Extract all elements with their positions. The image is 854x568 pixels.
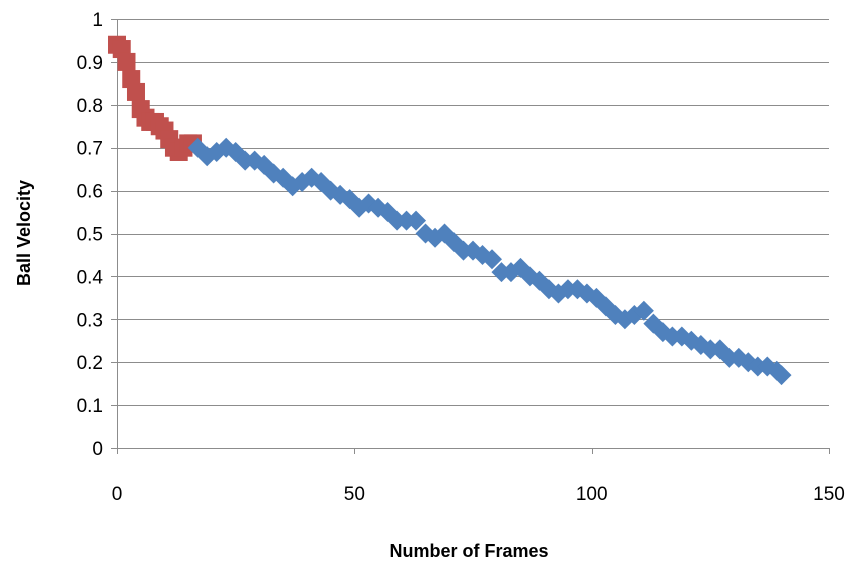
data-point xyxy=(126,82,145,101)
data-series xyxy=(108,35,792,386)
y-tick-label: 0.8 xyxy=(77,96,103,117)
y-tick-label: 1 xyxy=(92,10,103,31)
series-1 xyxy=(108,35,202,161)
x-tick-label: 50 xyxy=(344,484,365,505)
y-tick-label: 0.1 xyxy=(77,396,103,417)
y-tick-label: 0.6 xyxy=(77,182,103,203)
y-tick-label: 0.9 xyxy=(77,53,103,74)
data-point xyxy=(117,52,136,71)
y-axis-title: Ball Velocity xyxy=(14,180,34,286)
x-tick-label: 0 xyxy=(112,484,123,505)
y-tick-labels: 0 0.1 0.2 0.3 0.4 0.5 0.6 0.7 0.8 0.9 1 xyxy=(77,10,104,460)
y-tick-label: 0.2 xyxy=(77,353,103,374)
data-point xyxy=(771,365,792,386)
y-tick-label: 0 xyxy=(92,439,103,460)
data-point xyxy=(406,210,427,231)
data-point xyxy=(633,300,654,321)
y-tick-label: 0.7 xyxy=(77,139,103,160)
data-point xyxy=(472,244,493,265)
data-point xyxy=(481,249,502,270)
y-tick-label: 0.4 xyxy=(77,267,104,288)
x-axis-title: Number of Frames xyxy=(389,541,548,561)
y-tick-label: 0.5 xyxy=(77,225,103,246)
y-tick-label: 0.3 xyxy=(77,310,103,331)
axes xyxy=(111,19,830,454)
x-tick-label: 150 xyxy=(813,484,845,505)
x-tick-label: 100 xyxy=(576,484,608,505)
series-2 xyxy=(187,137,792,386)
x-tick-labels: 0 50 100 150 xyxy=(112,484,845,505)
